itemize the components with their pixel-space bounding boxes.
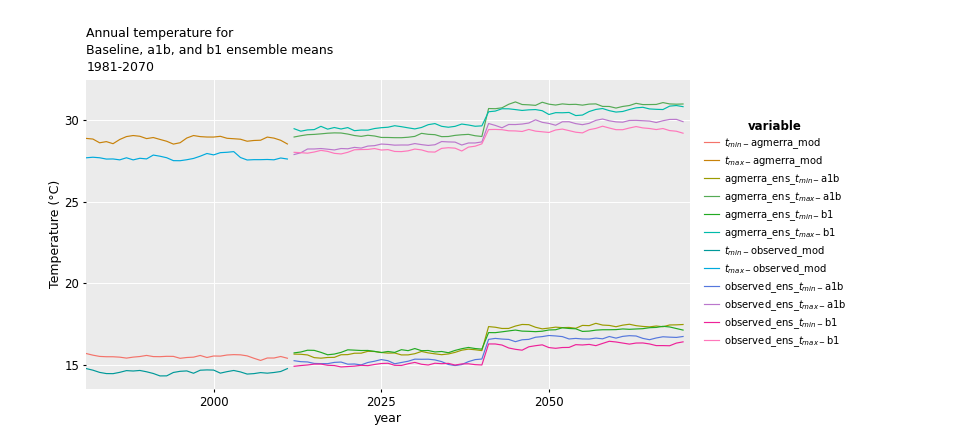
X-axis label: year: year — [374, 412, 402, 425]
Legend: $t_{min-}$agmerra_mod, $t_{max-}$agmerra_mod, agmerra_ens_$t_{min-}$a1b, agmerra: $t_{min-}$agmerra_mod, $t_{max-}$agmerra… — [701, 117, 849, 352]
Y-axis label: Temperature (°C): Temperature (°C) — [49, 180, 61, 288]
Text: Annual temperature for
Baseline, a1b, and b1 ensemble means
1981-2070: Annual temperature for Baseline, a1b, an… — [86, 27, 333, 74]
